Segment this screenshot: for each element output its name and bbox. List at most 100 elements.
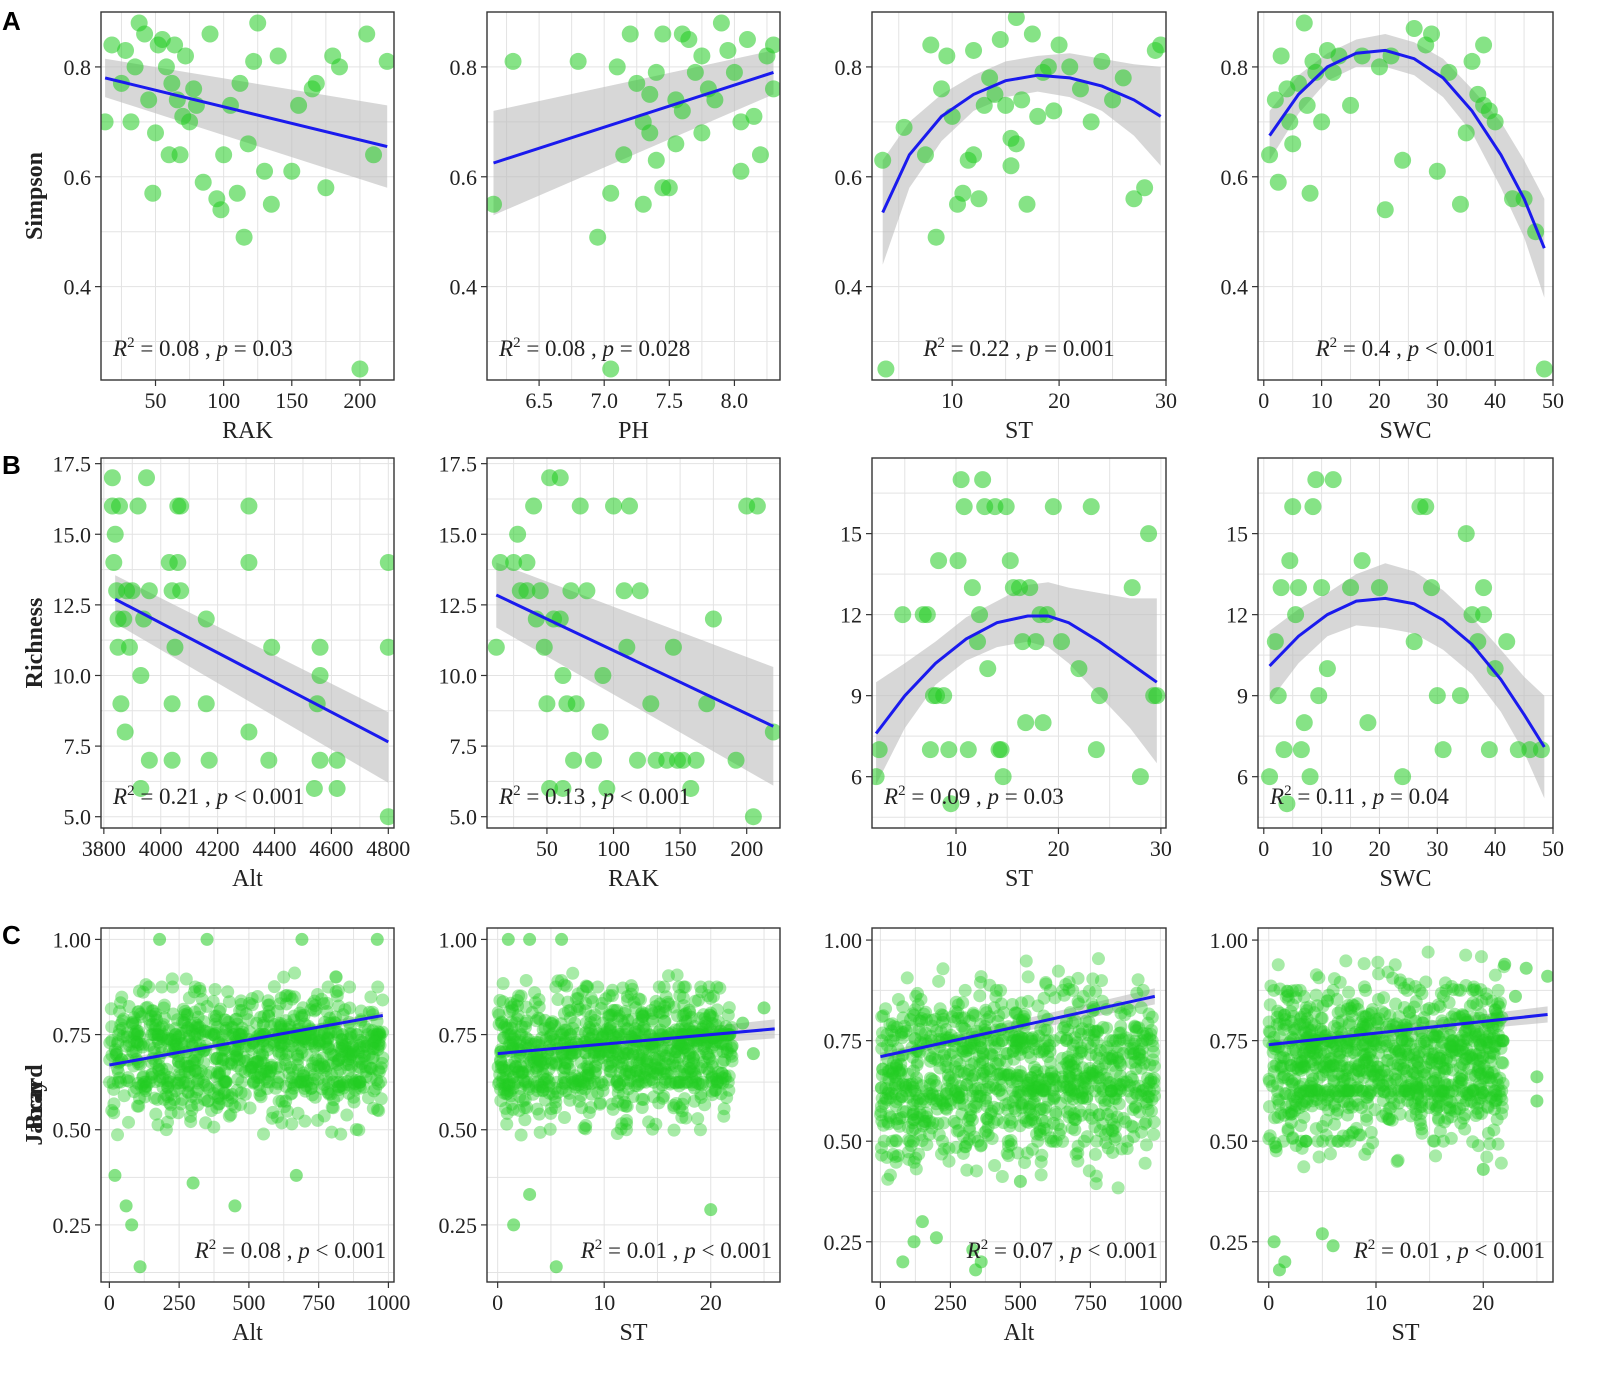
data-point — [645, 1072, 659, 1086]
data-point — [1098, 1093, 1112, 1107]
data-point — [114, 1017, 128, 1031]
data-point — [614, 1050, 628, 1064]
data-point — [639, 1062, 653, 1076]
stat-r-exponent: 2 — [513, 783, 521, 799]
data-point — [170, 1076, 184, 1090]
data-point — [907, 1155, 921, 1169]
data-point — [627, 995, 641, 1009]
data-point — [546, 1015, 560, 1029]
scatter-points — [874, 12, 1166, 378]
data-point — [125, 1016, 139, 1030]
data-point — [1475, 36, 1493, 54]
data-point — [659, 1066, 673, 1080]
data-point — [661, 995, 675, 1009]
data-point — [602, 1073, 616, 1087]
data-point — [584, 1100, 598, 1114]
data-point — [663, 1077, 677, 1091]
data-point — [1102, 1079, 1116, 1093]
data-point — [979, 1082, 993, 1096]
data-point — [647, 1075, 661, 1089]
data-point — [569, 52, 587, 70]
data-point — [595, 1075, 609, 1089]
data-point — [218, 1044, 232, 1058]
data-point — [966, 1006, 980, 1020]
y-tick-label: 0.4 — [835, 275, 863, 300]
data-point — [258, 1072, 272, 1086]
data-point — [1144, 1075, 1158, 1089]
data-point — [582, 1063, 596, 1077]
data-point — [217, 1075, 231, 1089]
data-point — [1029, 107, 1047, 125]
data-point — [694, 1087, 708, 1101]
data-point — [708, 1035, 722, 1049]
data-point — [197, 610, 215, 628]
data-point — [877, 360, 895, 378]
stat-r2-value: = 0.22 , — [945, 336, 1027, 361]
data-point — [217, 1075, 231, 1089]
data-point — [995, 1088, 1009, 1102]
data-point — [610, 1074, 624, 1088]
data-point — [321, 1031, 335, 1045]
y-tick-label: 6 — [1237, 765, 1248, 790]
data-point — [718, 1072, 732, 1086]
data-point — [875, 1034, 889, 1048]
data-point — [253, 1048, 267, 1062]
y-tick-label: 15.0 — [439, 522, 478, 547]
data-point — [933, 1092, 947, 1106]
x-tick-label: 250 — [163, 1290, 196, 1315]
data-point — [591, 723, 609, 741]
data-point — [1060, 1033, 1074, 1047]
data-point — [145, 1067, 159, 1081]
data-point — [235, 1003, 249, 1017]
data-point — [628, 1079, 642, 1093]
data-point — [626, 1090, 640, 1104]
data-point — [611, 1086, 625, 1100]
y-tick-label: 0.6 — [835, 165, 863, 190]
y-tick-label: 1.00 — [53, 927, 92, 952]
data-point — [210, 1101, 224, 1115]
y-tick-label: 5.0 — [64, 805, 92, 830]
data-point — [697, 1008, 711, 1022]
data-point — [906, 1098, 920, 1112]
data-point — [122, 1115, 136, 1129]
data-point — [554, 779, 572, 797]
data-point — [137, 1075, 151, 1089]
data-point — [588, 1014, 602, 1028]
data-point — [365, 1062, 379, 1076]
data-point — [184, 1115, 198, 1129]
data-point — [328, 1010, 342, 1024]
data-point — [710, 1044, 724, 1058]
data-point — [705, 1088, 719, 1102]
data-point — [301, 1074, 315, 1088]
data-point — [169, 1033, 183, 1047]
y-tick-label: 17.5 — [439, 452, 478, 477]
stat-p-value: < 0.001 — [1469, 1238, 1545, 1263]
data-point — [657, 1061, 671, 1075]
data-point — [936, 1015, 950, 1029]
data-point — [725, 1039, 739, 1053]
data-point — [536, 1067, 550, 1081]
data-point — [889, 1133, 903, 1147]
data-point — [1019, 954, 1033, 968]
data-point — [1127, 1130, 1141, 1144]
data-point — [505, 1038, 519, 1052]
y-tick-label: 0.25 — [1210, 1230, 1249, 1255]
data-point — [515, 1065, 529, 1079]
data-point — [1428, 162, 1446, 180]
data-point — [337, 1040, 351, 1054]
data-point — [504, 52, 522, 70]
data-point — [272, 1016, 286, 1030]
data-point — [297, 1033, 311, 1047]
data-point — [332, 1053, 346, 1067]
data-point — [555, 1026, 569, 1040]
data-point — [297, 1075, 311, 1089]
data-point — [228, 1042, 242, 1056]
data-point — [1266, 91, 1284, 109]
data-point — [305, 997, 319, 1011]
data-point — [648, 1058, 662, 1072]
data-point — [696, 1020, 710, 1034]
data-point — [1130, 1088, 1144, 1102]
data-point — [593, 1047, 607, 1061]
data-point — [944, 1093, 958, 1107]
data-point — [1295, 714, 1313, 732]
